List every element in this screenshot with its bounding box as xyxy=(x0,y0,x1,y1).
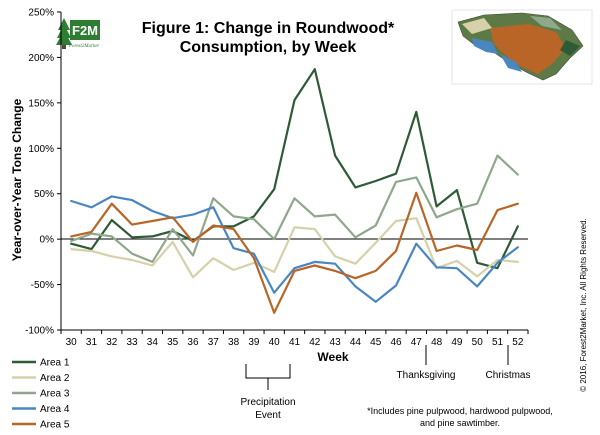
x-tick-label: 33 xyxy=(127,337,139,348)
series-line-area-1 xyxy=(70,68,519,270)
x-tick-label: 38 xyxy=(228,337,240,348)
forest2market-logo: F2M Forest2Market xyxy=(56,18,100,49)
y-tick-label: 0% xyxy=(40,235,55,246)
y-tick-label: 200% xyxy=(28,53,54,64)
x-tick-label: 32 xyxy=(106,337,118,348)
x-axis-label: Week xyxy=(317,350,348,364)
x-tick-label: 37 xyxy=(208,337,220,348)
precipitation-label-line-1: Precipitation xyxy=(240,397,295,408)
x-tick-label: 50 xyxy=(472,337,484,348)
x-tick-label: 45 xyxy=(370,337,382,348)
x-tick-label: 40 xyxy=(269,337,281,348)
legend-label-area-3: Area 3 xyxy=(40,389,70,400)
x-tick-label: 41 xyxy=(289,337,301,348)
x-tick-label: 30 xyxy=(66,337,78,348)
chart-title-line-2: Consumption, by Week xyxy=(180,39,357,56)
x-tick-label: 44 xyxy=(350,337,362,348)
logo-mark: F2M xyxy=(72,23,98,38)
thanksgiving-annotation: Thanksgiving xyxy=(397,345,456,381)
y-tick-label: -50% xyxy=(31,280,54,291)
legend-label-area-5: Area 5 xyxy=(40,420,70,431)
logo-tagline: Forest2Market xyxy=(68,44,99,49)
series-line-area-4 xyxy=(70,195,519,303)
y-tick-label: -100% xyxy=(25,326,54,337)
x-tick-label: 36 xyxy=(187,337,199,348)
chart-title-line-1: Figure 1: Change in Roundwood* xyxy=(142,20,395,37)
copyright-notice: © 2016, Forest2Market, Inc. All Rights R… xyxy=(579,218,588,392)
y-tick-label: 100% xyxy=(28,144,54,155)
south-carolina-map-icon xyxy=(451,9,593,85)
series-line-area-3 xyxy=(70,154,519,263)
thanksgiving-label: Thanksgiving xyxy=(397,370,456,381)
legend-label-area-1: Area 1 xyxy=(40,358,70,369)
y-tick-label: 50% xyxy=(34,189,54,200)
x-tick-label: 49 xyxy=(451,337,463,348)
legend: Area 1 Area 2 Area 3 Area 4 Area 5 xyxy=(12,358,70,431)
x-tick-label: 51 xyxy=(492,337,504,348)
x-tick-label: 47 xyxy=(411,337,423,348)
y-tick-label: 250% xyxy=(28,8,54,19)
x-tick-label: 46 xyxy=(390,337,402,348)
x-tick-label: 31 xyxy=(86,337,98,348)
footnote-line-2: and pine sawtimber. xyxy=(420,418,500,428)
x-tick-label: 43 xyxy=(330,337,342,348)
x-tick-label: 48 xyxy=(431,337,443,348)
x-tick-label: 52 xyxy=(512,337,524,348)
legend-label-area-4: Area 4 xyxy=(40,404,70,415)
x-tick-label: 35 xyxy=(167,337,179,348)
precipitation-event-annotation: Precipitation Event xyxy=(240,364,296,421)
x-tick-label: 34 xyxy=(147,337,159,348)
y-axis-label: Year-over-Year Tons Change xyxy=(10,98,24,261)
series-line-area-2 xyxy=(70,217,519,279)
x-tick-label: 42 xyxy=(309,337,321,348)
series-line-area-5 xyxy=(70,191,519,314)
x-tick-label: 39 xyxy=(248,337,260,348)
y-tick-label: 150% xyxy=(28,98,54,109)
footnote-line-1: *Includes pine pulpwood, hardwood pulpwo… xyxy=(367,406,553,416)
christmas-label: Christmas xyxy=(485,370,530,381)
legend-label-area-2: Area 2 xyxy=(40,373,70,384)
christmas-annotation: Christmas xyxy=(485,345,531,381)
precipitation-label-line-2: Event xyxy=(255,410,281,421)
